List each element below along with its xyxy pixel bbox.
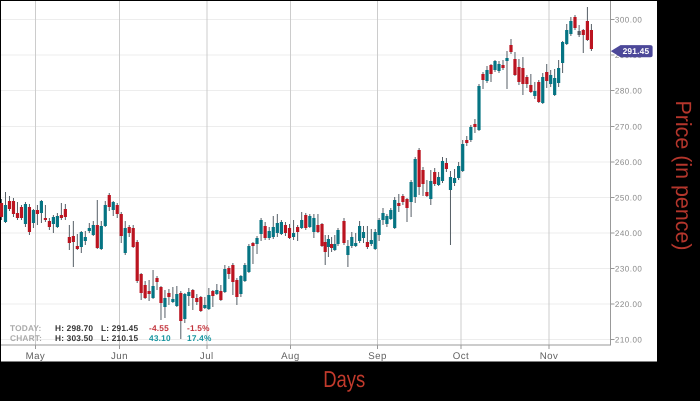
svg-text:L: 210.15: L: 210.15: [101, 333, 138, 343]
svg-text:291.45: 291.45: [623, 46, 650, 56]
svg-text:Days: Days: [323, 366, 365, 392]
svg-text:H: 303.50: H: 303.50: [55, 333, 93, 343]
svg-text:240.00: 240.00: [615, 229, 643, 238]
svg-text:Jul: Jul: [200, 351, 214, 362]
svg-text:280.00: 280.00: [615, 87, 643, 96]
svg-text:220.00: 220.00: [615, 300, 643, 309]
svg-text:250.00: 250.00: [615, 193, 643, 202]
svg-text:TODAY:: TODAY:: [10, 323, 41, 333]
svg-text:Nov: Nov: [540, 351, 559, 362]
svg-text:Oct: Oct: [453, 351, 469, 362]
svg-text:Price (in pence): Price (in pence): [671, 101, 696, 251]
svg-text:-4.55: -4.55: [149, 323, 169, 333]
svg-text:210.00: 210.00: [615, 336, 643, 345]
svg-text:May: May: [26, 351, 46, 362]
svg-text:H: 298.70: H: 298.70: [55, 323, 93, 333]
svg-text:270.00: 270.00: [615, 122, 643, 131]
svg-text:L: 291.45: L: 291.45: [101, 323, 138, 333]
svg-text:CHART:: CHART:: [10, 333, 42, 343]
svg-text:-1.5%: -1.5%: [187, 323, 210, 333]
svg-text:Aug: Aug: [281, 351, 300, 362]
svg-text:230.00: 230.00: [615, 265, 643, 274]
svg-text:260.00: 260.00: [615, 158, 643, 167]
svg-text:Jun: Jun: [111, 351, 128, 362]
svg-text:17.4%: 17.4%: [187, 333, 212, 343]
svg-text:Sep: Sep: [368, 351, 387, 362]
svg-text:43.10: 43.10: [149, 333, 171, 343]
svg-text:300.00: 300.00: [615, 16, 643, 25]
